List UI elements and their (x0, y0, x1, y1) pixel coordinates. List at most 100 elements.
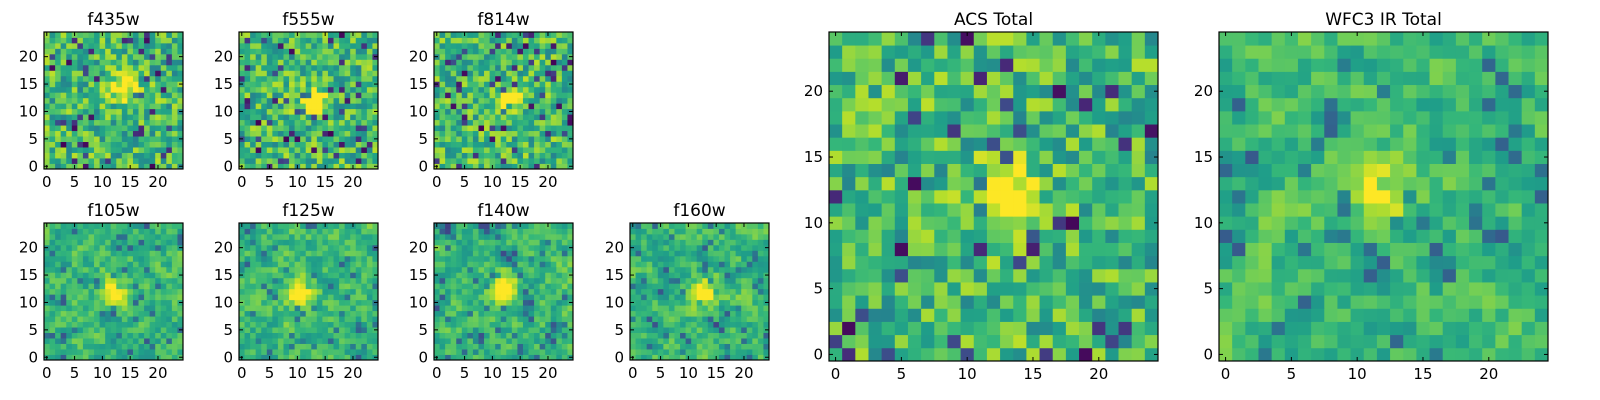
heatmap-cell (144, 163, 151, 170)
heatmap-cell (322, 53, 329, 60)
heatmap-cell (1105, 242, 1119, 257)
heatmap-cell (333, 272, 340, 279)
heatmap-cell (66, 310, 73, 317)
heatmap-cell (138, 277, 145, 284)
heatmap-cell (171, 70, 178, 77)
heatmap-cell (630, 349, 636, 355)
heatmap-cell (44, 37, 50, 44)
heatmap-cell (921, 150, 935, 164)
heatmap-cell (522, 250, 529, 257)
heatmap-cell (707, 294, 714, 301)
heatmap-cell (472, 64, 479, 71)
heatmap-cell (467, 152, 474, 159)
y-tick-label: 15 (214, 266, 233, 284)
heatmap-cell (707, 283, 714, 290)
heatmap-cell (973, 321, 988, 336)
heatmap-cell (88, 163, 95, 170)
heatmap-cell (545, 327, 552, 333)
heatmap-cell (71, 59, 78, 66)
heatmap-cell (724, 288, 731, 295)
heatmap-cell (316, 163, 323, 170)
heatmap-cell (322, 321, 329, 328)
heatmap-cell (66, 141, 73, 148)
heatmap-cell (1039, 295, 1054, 309)
heatmap-cell (506, 125, 513, 132)
heatmap-cell (730, 277, 737, 284)
heatmap-cell (177, 321, 184, 328)
heatmap-cell (350, 97, 357, 104)
heatmap-cell (506, 354, 513, 361)
heatmap-cell (82, 349, 89, 355)
heatmap-cell (311, 272, 318, 279)
heatmap-cell (921, 268, 935, 283)
heatmap-cell (366, 59, 373, 66)
heatmap-cell (1079, 229, 1093, 243)
heatmap-cell (88, 119, 95, 126)
heatmap-cell (461, 81, 468, 88)
heatmap-cell (294, 152, 301, 159)
heatmap-cell (372, 64, 379, 71)
heatmap-cell (60, 277, 67, 284)
heatmap-cell (339, 299, 346, 306)
heatmap-cell (88, 53, 95, 60)
heatmap-cell (550, 48, 557, 55)
heatmap-cell (467, 244, 474, 251)
heatmap-cell (500, 261, 507, 268)
heatmap-cell (934, 334, 948, 349)
heatmap-cell (110, 354, 117, 361)
heatmap-cell (333, 81, 340, 88)
heatmap-cell (366, 266, 373, 273)
heatmap-cell (77, 354, 84, 361)
heatmap-cell (88, 59, 95, 66)
heatmap-cell (110, 343, 117, 350)
heatmap-cell (110, 299, 117, 306)
heatmap-cell (461, 288, 468, 295)
heatmap-cell (71, 92, 78, 99)
heatmap-cell (539, 114, 546, 121)
heatmap-cell (478, 277, 485, 284)
heatmap-cell (522, 130, 529, 137)
heatmap-cell (333, 125, 340, 132)
heatmap-cell (561, 255, 568, 262)
heatmap-cell (517, 92, 524, 99)
heatmap-cell (1144, 334, 1159, 349)
heatmap-cell (561, 272, 568, 279)
heatmap-cell (741, 255, 748, 262)
heatmap-cell (339, 266, 346, 273)
heatmap-cell (311, 349, 318, 355)
heatmap-cell (724, 299, 731, 306)
heatmap-cell (556, 48, 563, 55)
heatmap-cell (439, 283, 446, 290)
heatmap-cell (60, 152, 67, 159)
x-tick-label: 0 (237, 364, 247, 382)
heatmap-cell (110, 305, 117, 312)
heatmap-cell (116, 163, 123, 170)
heatmap-cell (467, 261, 474, 268)
heatmap-cell (1026, 268, 1040, 283)
heatmap-cell (239, 119, 245, 126)
heatmap-cell (511, 130, 518, 137)
heatmap-cell (528, 327, 535, 333)
heatmap-cell (322, 86, 329, 93)
heatmap-cell (829, 216, 843, 230)
heatmap-cell (311, 158, 318, 164)
heatmap-cell (77, 119, 84, 126)
heatmap-cell (355, 327, 362, 333)
heatmap-cell (266, 283, 273, 290)
heatmap-cell (250, 261, 257, 268)
heatmap-cell (561, 97, 568, 104)
heatmap-cell (132, 152, 139, 159)
heatmap-cell (450, 305, 457, 312)
heatmap-cell (166, 141, 173, 148)
heatmap-cell (88, 261, 95, 268)
heatmap-cell (567, 152, 574, 159)
heatmap-cell (685, 321, 692, 328)
heatmap-cell (144, 310, 151, 317)
heatmap-cell (707, 272, 714, 279)
heatmap-cell (344, 321, 351, 328)
heatmap-cell (289, 103, 295, 110)
heatmap-cell (333, 343, 340, 350)
heatmap-cell (250, 64, 257, 71)
heatmap-cell (685, 277, 692, 284)
